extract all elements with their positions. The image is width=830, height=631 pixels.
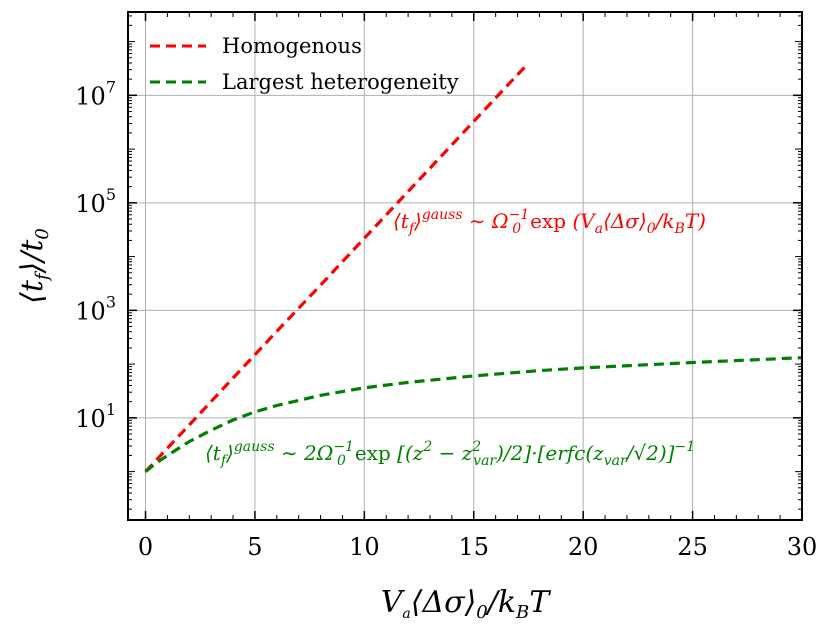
legend-label-heterogeneity: Largest heterogeneity <box>222 70 459 94</box>
x-tick-label: 20 <box>568 533 599 561</box>
y-tick-label: 101 <box>75 400 116 433</box>
svg-text:Va⟨Δσ⟩0/kBT: Va⟨Δσ⟩0/kBT <box>381 585 552 623</box>
series-layer <box>144 62 803 473</box>
x-tick-label: 0 <box>138 533 153 561</box>
ticks <box>128 12 803 520</box>
annotation-heterogeneity: ⟨tf⟩gauss ∼ 2Ω−1 0 exp [(z2 − z2 var)/2]·[e… <box>205 439 695 469</box>
x-tick-label: 15 <box>458 533 489 561</box>
x-tick-label: 10 <box>349 533 380 561</box>
y-tick-label: 105 <box>75 185 116 218</box>
legend-label-homogenous: Homogenous <box>222 34 362 58</box>
annotation-homogenous: ⟨tf⟩gauss ∼ Ω−1 0 exp (Va⟨Δσ⟩0/kBT) <box>393 207 706 237</box>
tick-labels: 0 5 10 15 20 25 30 101 103 105 107 <box>75 77 817 561</box>
legend: Homogenous Largest heterogeneity <box>150 34 459 94</box>
x-tick-label: 25 <box>677 533 708 561</box>
y-tick-label: 107 <box>75 77 116 110</box>
plot-frame <box>127 11 803 521</box>
y-tick-label: 103 <box>75 292 116 325</box>
series-line-heterogeneity <box>144 356 803 473</box>
series-line-homogenous <box>144 62 530 473</box>
svg-text:⟨tf⟩/t0: ⟨tf⟩/t0 <box>15 228 53 304</box>
y-axis-title: ⟨tf⟩/t0 <box>15 228 53 304</box>
x-tick-label: 5 <box>247 533 262 561</box>
x-tick-label: 30 <box>787 533 818 561</box>
x-axis-title: Va⟨Δσ⟩0/kBT <box>381 585 552 623</box>
